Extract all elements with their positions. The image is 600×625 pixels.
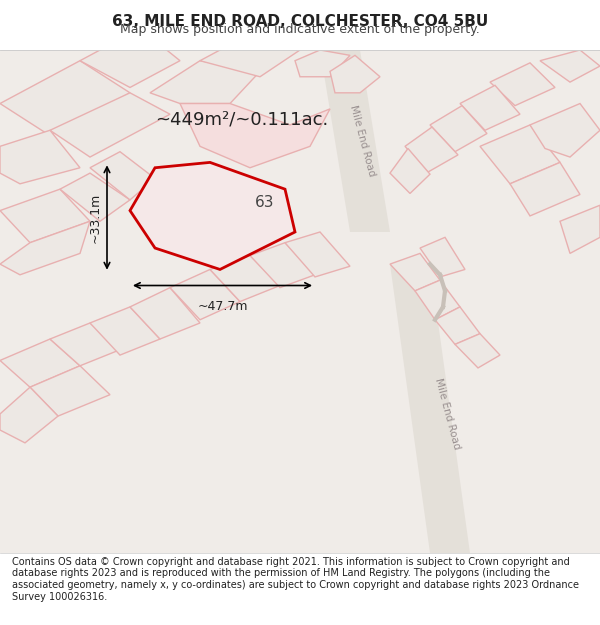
Polygon shape bbox=[50, 323, 120, 366]
Text: ~33.1m: ~33.1m bbox=[89, 192, 102, 242]
Polygon shape bbox=[0, 388, 58, 443]
Polygon shape bbox=[250, 242, 315, 288]
Polygon shape bbox=[530, 104, 600, 157]
Polygon shape bbox=[60, 173, 130, 221]
Polygon shape bbox=[455, 334, 500, 368]
Polygon shape bbox=[420, 238, 465, 277]
Polygon shape bbox=[560, 205, 600, 253]
Polygon shape bbox=[0, 130, 80, 184]
Polygon shape bbox=[50, 93, 170, 157]
Text: 63: 63 bbox=[255, 194, 275, 209]
Polygon shape bbox=[0, 339, 80, 388]
Polygon shape bbox=[295, 50, 350, 77]
Polygon shape bbox=[170, 269, 240, 320]
Polygon shape bbox=[130, 162, 295, 269]
Polygon shape bbox=[130, 288, 200, 339]
Polygon shape bbox=[0, 189, 90, 242]
Polygon shape bbox=[0, 221, 90, 275]
Polygon shape bbox=[460, 86, 520, 130]
Polygon shape bbox=[405, 127, 458, 172]
Polygon shape bbox=[320, 50, 390, 232]
Polygon shape bbox=[90, 152, 155, 200]
Polygon shape bbox=[490, 63, 555, 106]
Polygon shape bbox=[430, 106, 487, 152]
Text: ~449m²/~0.111ac.: ~449m²/~0.111ac. bbox=[155, 111, 328, 129]
Text: Mile End Road: Mile End Road bbox=[433, 377, 461, 451]
Polygon shape bbox=[180, 104, 330, 168]
Polygon shape bbox=[480, 125, 560, 184]
Polygon shape bbox=[330, 56, 380, 93]
Polygon shape bbox=[415, 280, 460, 320]
Polygon shape bbox=[540, 50, 600, 82]
Polygon shape bbox=[200, 39, 300, 77]
Polygon shape bbox=[30, 366, 110, 416]
Polygon shape bbox=[210, 256, 280, 301]
Polygon shape bbox=[90, 307, 160, 355]
Text: Mile End Road: Mile End Road bbox=[347, 104, 376, 177]
Text: ~47.7m: ~47.7m bbox=[197, 301, 248, 314]
Text: Map shows position and indicative extent of the property.: Map shows position and indicative extent… bbox=[120, 23, 480, 36]
Polygon shape bbox=[0, 61, 130, 136]
Polygon shape bbox=[285, 232, 350, 277]
Polygon shape bbox=[510, 162, 580, 216]
Polygon shape bbox=[150, 61, 260, 104]
Text: Contains OS data © Crown copyright and database right 2021. This information is : Contains OS data © Crown copyright and d… bbox=[12, 557, 579, 601]
Polygon shape bbox=[435, 307, 480, 344]
Text: 63, MILE END ROAD, COLCHESTER, CO4 5BU: 63, MILE END ROAD, COLCHESTER, CO4 5BU bbox=[112, 14, 488, 29]
Polygon shape bbox=[390, 253, 440, 291]
Polygon shape bbox=[390, 264, 470, 553]
Polygon shape bbox=[390, 149, 430, 194]
Polygon shape bbox=[80, 29, 180, 88]
